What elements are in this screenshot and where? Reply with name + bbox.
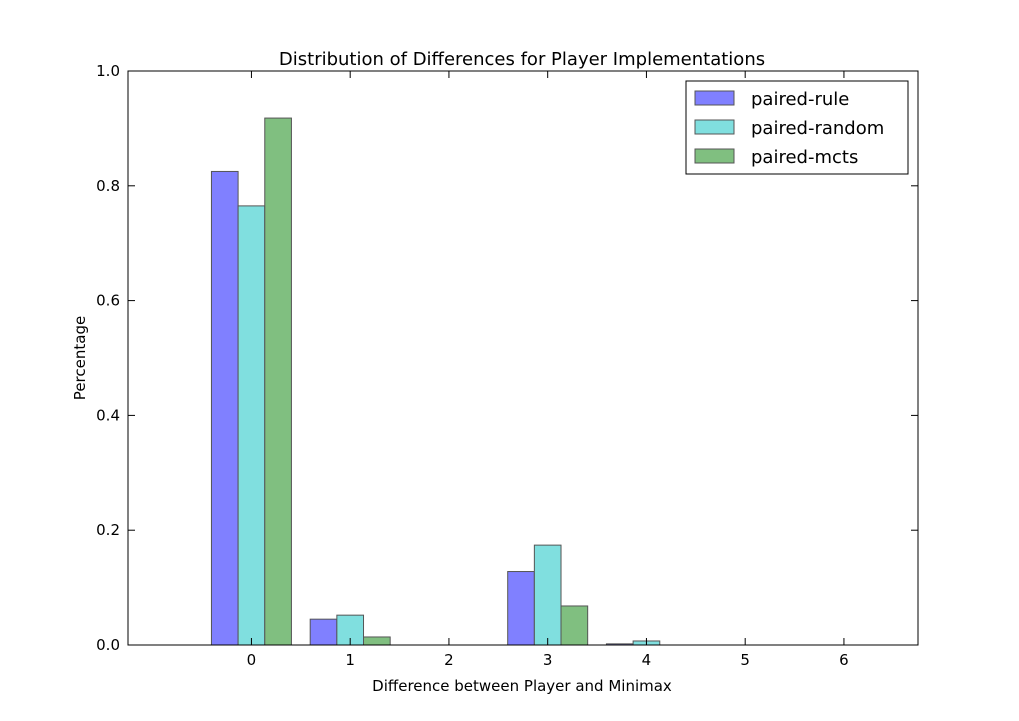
bar-paired-mcts-0 bbox=[264, 117, 292, 646]
legend-swatch-paired-mcts bbox=[694, 148, 735, 164]
x-axis-label: Difference between Player and Minimax bbox=[372, 677, 672, 695]
plot-frame bbox=[127, 70, 919, 646]
legend-swatch-paired-rule bbox=[694, 90, 735, 106]
bar-paired-rule-3 bbox=[507, 571, 535, 646]
x-tick-label: 6 bbox=[839, 651, 849, 669]
y-tick-label: 0.4 bbox=[96, 406, 120, 424]
y-axis-label: Percentage bbox=[71, 316, 89, 400]
legend-label-paired-rule: paired-rule bbox=[751, 89, 849, 110]
y-tick-label: 1.0 bbox=[96, 62, 120, 80]
legend-swatch-paired-random bbox=[694, 119, 735, 135]
bar-paired-random-0 bbox=[237, 205, 266, 646]
y-tick-label: 0.0 bbox=[96, 636, 120, 654]
bar-paired-mcts-3 bbox=[560, 605, 589, 646]
legend-label-paired-mcts: paired-mcts bbox=[751, 147, 858, 168]
y-tick-label: 0.8 bbox=[96, 177, 120, 195]
bar-paired-rule-0 bbox=[210, 170, 239, 646]
x-tick-label: 4 bbox=[642, 651, 652, 669]
y-tick-label: 0.6 bbox=[96, 292, 120, 310]
plot-area: 0 1 2 3 4 5 6 0.0 0.2 0.4 0.6 0.8 1.0 bbox=[96, 62, 919, 669]
legend: paired-rule paired-random paired-mcts bbox=[685, 80, 909, 175]
x-tick-label: 5 bbox=[740, 651, 750, 669]
x-tick-label: 3 bbox=[543, 651, 553, 669]
x-tick-label: 2 bbox=[444, 651, 454, 669]
bar-paired-mcts-1 bbox=[363, 636, 391, 646]
bar-paired-random-3 bbox=[533, 544, 562, 646]
legend-label-paired-random: paired-random bbox=[751, 118, 884, 139]
x-tick-label: 1 bbox=[345, 651, 355, 669]
x-tick-label: 0 bbox=[247, 651, 257, 669]
bar-paired-rule-1 bbox=[309, 618, 338, 646]
y-tick-label: 0.2 bbox=[96, 521, 120, 539]
chart-title: Distribution of Differences for Player I… bbox=[279, 49, 765, 70]
